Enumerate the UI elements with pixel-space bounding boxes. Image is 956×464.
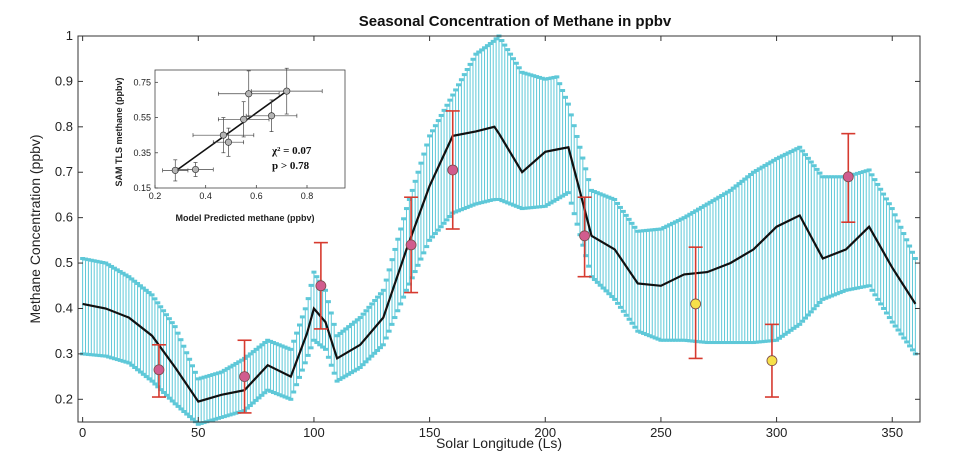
- x-tick-label: 200: [534, 425, 556, 440]
- model-line: [82, 125, 917, 403]
- inset-point: [171, 166, 179, 174]
- inset-point: [267, 112, 276, 120]
- inset-frame: [154, 69, 346, 189]
- y-tick-label: 1: [66, 28, 73, 43]
- x-tick-label: 0: [79, 425, 86, 440]
- x-tick-label: 100: [303, 425, 325, 440]
- measurement-point: [447, 164, 459, 176]
- y-tick-label: 0.5: [55, 255, 73, 270]
- y-tick-label: 0.2: [55, 391, 73, 406]
- inset-fit-line-group: [174, 90, 288, 172]
- inset-x-ticks: 0.2 0.4 0.6 0.8: [149, 185, 314, 201]
- inset-x-label: Model Predicted methane (ppbv): [175, 213, 314, 223]
- inset-point: [224, 138, 233, 146]
- measurement-point: [239, 371, 250, 382]
- y-tick-label: 0.9: [55, 73, 73, 88]
- x-tick-label: 250: [650, 425, 672, 440]
- measurement-point: [315, 280, 327, 292]
- y-tick-label: 0.8: [55, 119, 73, 134]
- y-ticks: 0.2 0.3 0.4 0.5 0.6 0.7 0.8 0.9 1: [55, 28, 920, 406]
- y-tick-label: 0.4: [55, 300, 73, 315]
- inset-chi-square: χ² = 0.07: [271, 145, 312, 157]
- plot-frame: [77, 35, 921, 423]
- model-line-group: [82, 125, 917, 403]
- measurement-point: [405, 239, 417, 251]
- y-tick-label: 0.7: [55, 164, 73, 179]
- inset-y-tick-label: 0.75: [133, 77, 151, 87]
- inset-y-label: SAM TLS methane (ppbv): [114, 77, 124, 186]
- x-axis-label: Solar Longitude (Ls): [436, 435, 562, 451]
- inset-x-tick-label: 0.6: [250, 191, 263, 201]
- y-axis-label: Methane Concentration (ppbv): [27, 134, 43, 323]
- measurement-point: [579, 230, 590, 242]
- inset-points-group: [162, 67, 323, 182]
- measurement-point: [766, 355, 778, 367]
- inset-point: [191, 165, 200, 174]
- inset-scatter: 0.2 0.4 0.6 0.8 0.15 0.35 0.55 0.75 Model Pred…: [112, 58, 352, 228]
- x-ticks: 0 50 100 150 200 250 300 350: [79, 36, 903, 440]
- x-tick-label: 300: [766, 425, 788, 440]
- measurement-point: [153, 364, 165, 376]
- inset-y-ticks: 0.15 0.35 0.55 0.75: [133, 77, 158, 193]
- inset-y-tick-label: 0.55: [133, 113, 151, 123]
- y-tick-label: 0.3: [55, 346, 73, 361]
- y-tick-label: 0.6: [55, 210, 73, 225]
- model-uncertainty-band: [80, 34, 918, 426]
- inset-point: [245, 90, 253, 98]
- x-tick-label: 350: [881, 425, 903, 440]
- inset-fit-line: [174, 90, 288, 172]
- inset-x-tick-label: 0.8: [301, 191, 314, 201]
- measurement-point: [842, 171, 854, 183]
- inset-x-tick-label: 0.2: [149, 191, 162, 201]
- measurements-group: [151, 110, 856, 414]
- inset-y-tick-label: 0.15: [133, 183, 151, 193]
- inset-point: [283, 87, 291, 95]
- chart-title: Seasonal Concentration of Methane in ppb…: [359, 13, 672, 30]
- inset-x-tick-label: 0.4: [199, 191, 212, 201]
- inset-point: [240, 115, 248, 123]
- inset-background: [112, 58, 352, 228]
- x-tick-label: 50: [191, 425, 205, 440]
- inset-y-tick-label: 0.35: [133, 148, 151, 158]
- measurement-point: [690, 298, 702, 310]
- inset-point: [219, 131, 227, 139]
- x-tick-label: 150: [419, 425, 441, 440]
- inset-p-value: p > 0.78: [272, 160, 310, 172]
